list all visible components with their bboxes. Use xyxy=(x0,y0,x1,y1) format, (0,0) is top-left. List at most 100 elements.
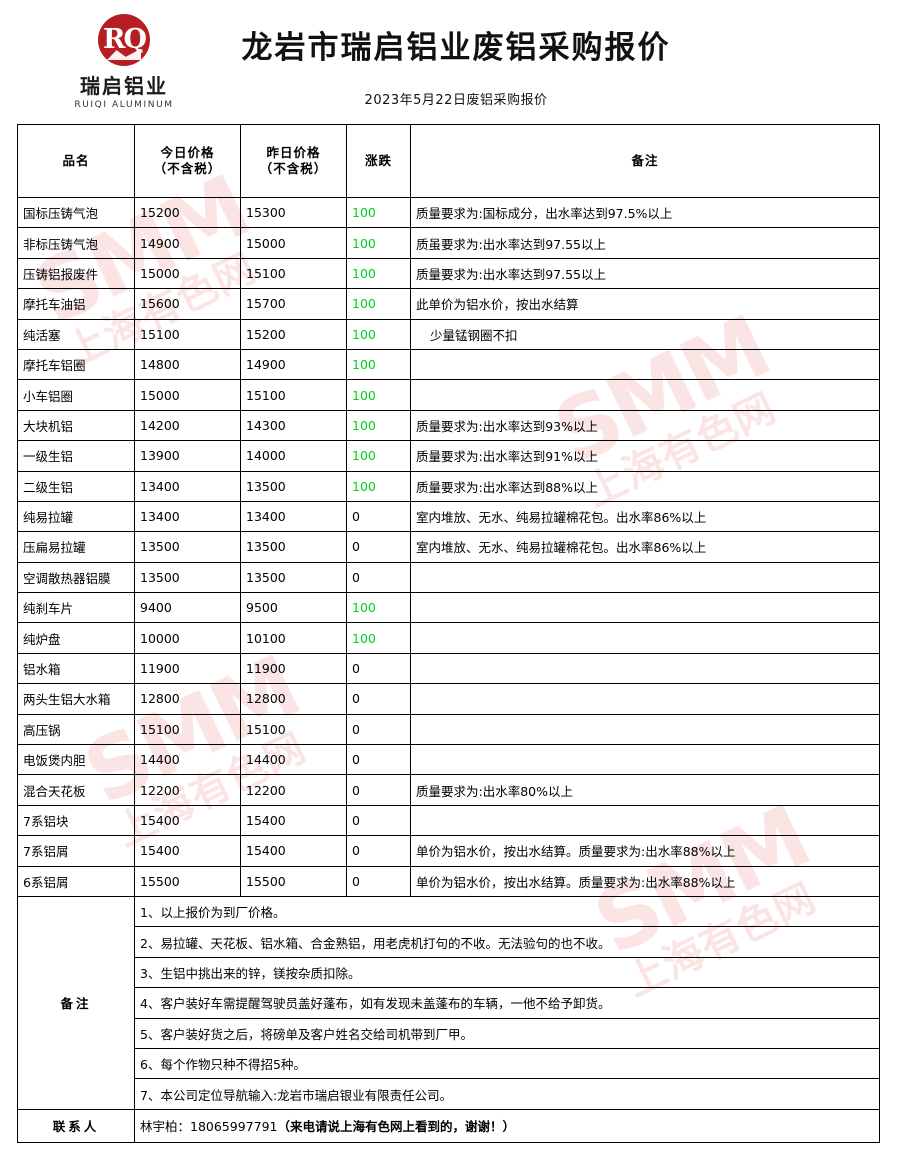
table-row: 纯易拉罐 13400 13400 0 室内堆放、无水、纯易拉罐棉花包。出水率86%以上 xyxy=(17,500,880,533)
cell-name: 一级生铝 xyxy=(17,440,135,472)
cell-note: 室内堆放、无水、纯易拉罐棉花包。出水率86%以上 xyxy=(410,500,880,533)
logo-mark-icon: RQ xyxy=(98,14,150,66)
cell-note xyxy=(410,713,880,746)
cell-note xyxy=(410,652,880,685)
cell-yesterday: 12200 xyxy=(240,774,347,806)
cell-change: 0 xyxy=(346,531,411,563)
company-logo: RQ 瑞启铝业 RUIQI ALUMINUM xyxy=(62,14,186,110)
table-row: 二级生铝 13400 13500 100 质量要求为:出水率达到88%以上 xyxy=(17,470,880,502)
table-row: 7系铝块 15400 15400 0 xyxy=(17,804,880,837)
cell-today: 15400 xyxy=(134,835,241,867)
cell-change: 100 xyxy=(346,257,411,290)
cell-note xyxy=(410,804,880,837)
col-header-today-line1: 今日价格 xyxy=(160,145,215,161)
logo-company-en: RUIQI ALUMINUM xyxy=(74,100,174,110)
cell-today: 15100 xyxy=(134,713,241,746)
cell-today: 11900 xyxy=(134,652,241,685)
table-row: 摩托车油铝 15600 15700 100 此单价为铝水价，按出水结算 xyxy=(17,288,880,320)
table-row: 压铸铝报废件 15000 15100 100 质量要求为:出水率达到97.55以上 xyxy=(17,257,880,290)
cell-name: 纯炉盘 xyxy=(17,622,135,654)
cell-yesterday: 15700 xyxy=(240,288,347,320)
cell-name: 小车铝圈 xyxy=(17,379,135,411)
cell-change: 0 xyxy=(346,652,411,685)
table-row: 电饭煲内胆 14400 14400 0 xyxy=(17,744,880,776)
cell-today: 15200 xyxy=(134,196,241,229)
col-header-change: 涨跌 xyxy=(346,124,411,198)
cell-name: 纯活塞 xyxy=(17,318,135,350)
remark-row: 备注 1、以上报价为到厂价格。 xyxy=(17,895,880,1110)
price-table-body: 国标压铸气泡 15200 15300 100 质量要求为:国标成分，出水率达到97.5%… xyxy=(17,196,880,897)
cell-today: 12800 xyxy=(134,683,241,715)
contact-name-phone: 林宇柏：18065997791 xyxy=(140,1119,278,1135)
contact-label: 联系人 xyxy=(17,1108,135,1143)
remark-row: 5、客户装好货之后，将磅单及客户姓名交给司机带到厂甲。 xyxy=(18,1017,880,1049)
col-header-today-price: 今日价格 （不含税） xyxy=(134,124,241,198)
table-row: 纯刹车片 9400 9500 100 xyxy=(17,592,880,624)
table-row: 7系铝屑 15400 15400 0 单价为铝水价，按出水结算。质量要求为:出水率88%… xyxy=(17,835,880,867)
cell-change: 0 xyxy=(346,774,411,806)
cell-change: 0 xyxy=(346,865,411,897)
remark-row: 2、易拉罐、天花板、铝水箱、合金熟铝，用老虎机打句的不收。无法验句的也不收。 xyxy=(18,926,880,958)
cell-name: 非标压铸气泡 xyxy=(17,227,135,259)
cell-note: 单价为铝水价，按出水结算。质量要求为:出水率88%以上 xyxy=(410,835,880,867)
cell-note: 室内堆放、无水、纯易拉罐棉花包。出水率86%以上 xyxy=(410,531,880,563)
remark-line: 7、本公司定位导航输入:龙岩市瑞启银业有限责任公司。 xyxy=(134,1078,880,1110)
cell-note: 单价为铝水价，按出水结算。质量要求为:出水率88%以上 xyxy=(410,865,880,897)
page-subtitle: 2023年5月22日废铝采购报价 xyxy=(364,93,548,108)
table-row: 两头生铝大水箱 12800 12800 0 xyxy=(17,683,880,715)
cell-name: 两头生铝大水箱 xyxy=(17,683,135,715)
col-header-yesterday-line1: 昨日价格 xyxy=(266,145,321,161)
table-row: 纯炉盘 10000 10100 100 xyxy=(17,622,880,654)
price-table-head: 品名 今日价格 （不含税） 昨日价格 （不含税） 涨跌 备注 xyxy=(17,124,880,198)
cell-yesterday: 15100 xyxy=(240,379,347,411)
cell-change: 100 xyxy=(346,440,411,472)
table-row: 一级生铝 13900 14000 100 质量要求为:出水率达到91%以上 xyxy=(17,440,880,472)
cell-today: 14200 xyxy=(134,409,241,442)
cell-change: 100 xyxy=(346,622,411,654)
cell-change: 100 xyxy=(346,348,411,381)
remarks-label: 备注 xyxy=(17,895,135,1110)
cell-today: 14400 xyxy=(134,744,241,776)
remark-line: 5、客户装好货之后，将磅单及客户姓名交给司机带到厂甲。 xyxy=(134,1017,880,1049)
cell-note xyxy=(410,348,880,381)
cell-yesterday: 13500 xyxy=(240,561,347,594)
table-row: 压扁易拉罐 13500 13500 0 室内堆放、无水、纯易拉罐棉花包。出水率86%以上 xyxy=(17,531,880,563)
cell-yesterday: 9500 xyxy=(240,592,347,624)
remark-row: 4、客户装好车需提醒驾驶员盖好蓬布，如有发现未盖蓬布的车辆，一他不给予卸货。 xyxy=(18,987,880,1019)
cell-note xyxy=(410,379,880,411)
cell-change: 0 xyxy=(346,804,411,837)
table-row: 小车铝圈 15000 15100 100 xyxy=(17,379,880,411)
cell-note xyxy=(410,592,880,624)
table-row: 铝水箱 11900 11900 0 xyxy=(17,652,880,685)
cell-note: 质量要求为:出水率达到88%以上 xyxy=(410,470,880,502)
table-row: 高压锅 15100 15100 0 xyxy=(17,713,880,746)
price-table: 品名 今日价格 （不含税） 昨日价格 （不含税） 涨跌 备注 国标压铸气泡 152… xyxy=(17,124,880,1143)
cell-name: 摩托车油铝 xyxy=(17,288,135,320)
remark-line: 4、客户装好车需提醒驾驶员盖好蓬布，如有发现未盖蓬布的车辆，一他不给予卸货。 xyxy=(134,987,880,1019)
cell-change: 100 xyxy=(346,409,411,442)
cell-today: 15000 xyxy=(134,257,241,290)
cell-yesterday: 14300 xyxy=(240,409,347,442)
cell-name: 二级生铝 xyxy=(17,470,135,502)
cell-today: 14900 xyxy=(134,227,241,259)
cell-yesterday: 15500 xyxy=(240,865,347,897)
cell-note: 少量锰钢圈不扣 xyxy=(410,318,880,350)
cell-yesterday: 14400 xyxy=(240,744,347,776)
page-title: 龙岩市瑞启铝业废铝采购报价 xyxy=(241,30,671,66)
cell-note: 此单价为铝水价，按出水结算 xyxy=(410,288,880,320)
cell-change: 0 xyxy=(346,500,411,533)
cell-change: 100 xyxy=(346,318,411,350)
cell-name: 6系铝屑 xyxy=(17,865,135,897)
remark-line: 6、每个作物只种不得招5种。 xyxy=(134,1047,880,1080)
cell-change: 100 xyxy=(346,288,411,320)
cell-change: 100 xyxy=(346,470,411,502)
cell-change: 0 xyxy=(346,561,411,594)
cell-name: 混合天花板 xyxy=(17,774,135,806)
remark-line: 1、以上报价为到厂价格。 xyxy=(134,895,880,928)
cell-today: 13500 xyxy=(134,561,241,594)
cell-yesterday: 15200 xyxy=(240,318,347,350)
cell-name: 7系铝屑 xyxy=(17,835,135,867)
cell-yesterday: 13500 xyxy=(240,531,347,563)
cell-note: 质量要求为:出水率达到91%以上 xyxy=(410,440,880,472)
